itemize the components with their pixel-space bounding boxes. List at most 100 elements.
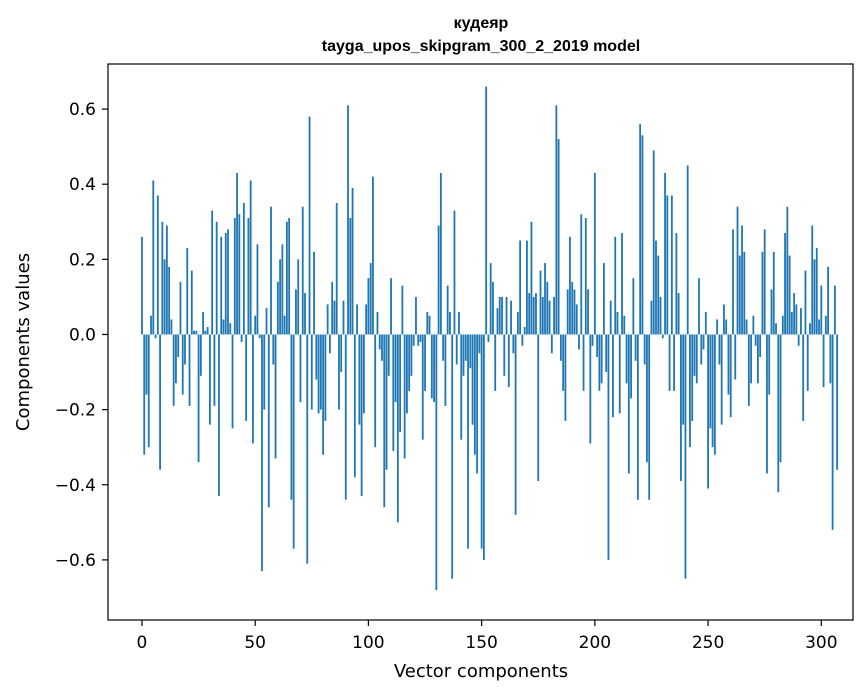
bar-77 [315, 334, 318, 380]
bar-238 [680, 334, 682, 481]
bar-300 [820, 285, 823, 335]
bar-215 [627, 334, 630, 474]
bar-142 [462, 334, 465, 376]
bar-62 [281, 244, 284, 335]
bar-301 [822, 334, 825, 388]
bar-188 [566, 289, 569, 335]
bar-291 [800, 308, 802, 335]
bar-302 [824, 315, 827, 335]
bar-130 [435, 334, 438, 590]
bar-26 [199, 334, 202, 376]
bar-24 [195, 330, 198, 335]
bar-108 [385, 334, 388, 470]
bar-191 [573, 289, 576, 335]
bar-53 [261, 334, 263, 572]
bar-82 [326, 304, 329, 335]
bar-11 [165, 225, 168, 335]
bar-30 [208, 334, 211, 425]
bar-235 [673, 334, 676, 391]
bar-275 [763, 229, 766, 335]
x-tick-label: 150 [465, 633, 497, 653]
y-tick-label: 0.4 [69, 175, 96, 195]
bar-293 [804, 270, 807, 335]
bar-72 [304, 293, 306, 335]
bar-43 [238, 214, 241, 335]
bar-290 [797, 334, 800, 346]
bar-249 [704, 311, 707, 335]
bar-254 [716, 319, 719, 335]
bar-278 [770, 289, 773, 335]
bar-129 [433, 334, 435, 403]
bar-198 [589, 334, 592, 444]
bar-50 [254, 315, 257, 335]
bar-135 [446, 285, 449, 335]
bar-28 [204, 330, 207, 335]
y-tick-label: 0.6 [69, 100, 96, 120]
bar-98 [362, 334, 365, 414]
bar-304 [829, 334, 832, 384]
bar-247 [700, 334, 703, 365]
bar-203 [600, 334, 603, 384]
bar-93 [351, 187, 354, 335]
bar-223 [646, 334, 648, 463]
bar-66 [290, 334, 293, 500]
bar-232 [666, 195, 669, 335]
bar-59 [274, 334, 277, 459]
bar-149 [478, 334, 481, 354]
bar-268 [747, 334, 750, 406]
bar-240 [684, 334, 687, 579]
bar-32 [213, 334, 216, 406]
bar-20 [186, 248, 189, 335]
bar-104 [376, 311, 379, 335]
bar-287 [790, 311, 793, 335]
bar-111 [392, 334, 395, 451]
bar-252 [711, 334, 714, 448]
bar-45 [242, 203, 245, 335]
chart-subtitle: tayga_upos_skipgram_300_2_2019 model [322, 38, 640, 55]
bar-100 [367, 278, 370, 335]
bar-124 [421, 334, 424, 440]
bar-283 [781, 315, 784, 335]
bar-52 [258, 334, 261, 339]
bar-167 [519, 240, 522, 335]
bar-148 [476, 334, 479, 474]
bar-236 [675, 233, 678, 335]
bar-60 [276, 281, 279, 335]
bar-259 [727, 334, 730, 395]
bar-31 [211, 210, 214, 335]
bar-113 [396, 334, 399, 523]
bar-282 [779, 334, 782, 463]
bar-86 [335, 203, 338, 335]
bar-152 [485, 86, 488, 335]
bar-114 [399, 334, 402, 433]
bar-23 [193, 330, 195, 335]
x-tick-label: 300 [805, 633, 837, 653]
bar-248 [702, 334, 705, 350]
bar-209 [614, 236, 617, 335]
bar-160 [503, 334, 506, 376]
bar-1 [143, 334, 146, 455]
bar-21 [188, 334, 191, 406]
bar-246 [698, 278, 700, 335]
bar-195 [582, 334, 585, 391]
bar-180 [548, 300, 551, 335]
bar-105 [378, 334, 381, 350]
bar-243 [691, 334, 694, 421]
bar-161 [505, 296, 508, 335]
x-tick-label: 50 [244, 633, 266, 653]
bar-12 [168, 266, 171, 335]
bar-220 [639, 124, 642, 335]
bar-274 [761, 251, 764, 335]
bar-147 [473, 334, 476, 455]
bar-35 [220, 236, 223, 335]
bar-22 [190, 270, 193, 335]
bar-84 [331, 281, 334, 335]
bar-217 [632, 278, 635, 335]
bar-131 [437, 225, 440, 335]
bar-155 [492, 281, 494, 335]
bar-132 [439, 172, 442, 335]
x-tick-label: 200 [579, 633, 611, 653]
bar-146 [471, 334, 474, 425]
bar-212 [621, 233, 623, 335]
